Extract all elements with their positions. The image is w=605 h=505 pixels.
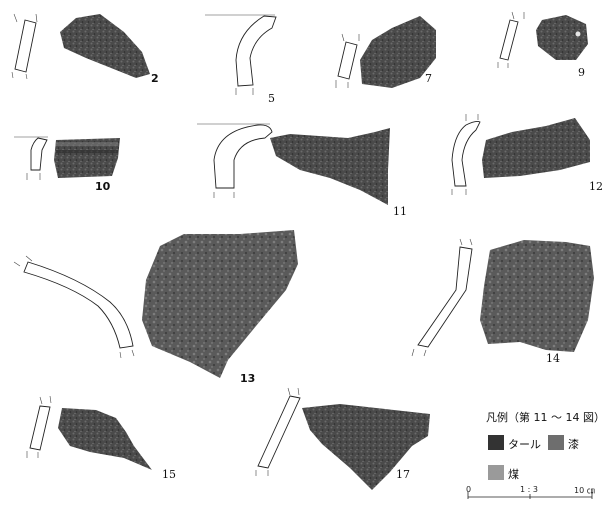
artifact-12: 12 bbox=[451, 114, 603, 195]
artifact-7: 7 bbox=[335, 16, 436, 88]
figure-label-10: 10 bbox=[95, 180, 111, 193]
legend-label-tar: タール bbox=[508, 438, 541, 451]
artifact-17: 17 bbox=[255, 387, 430, 490]
artifact-15: 15 bbox=[26, 395, 176, 481]
sherd-photo-7 bbox=[360, 16, 436, 88]
sherd-photo-13 bbox=[142, 230, 298, 378]
figure-label-13: 13 bbox=[240, 372, 255, 385]
profile-section-5 bbox=[235, 15, 277, 87]
sherd-photo-17 bbox=[302, 404, 430, 490]
figure-label-7: 7 bbox=[425, 72, 432, 85]
scale-bar bbox=[467, 492, 593, 499]
sherd-photo-14 bbox=[480, 240, 594, 352]
figure-label-11: 11 bbox=[393, 205, 407, 218]
artifact-10: 10 bbox=[14, 136, 120, 193]
artifact-13: 13 bbox=[13, 230, 298, 385]
sherd-photo-15 bbox=[58, 408, 152, 470]
profile-section-10 bbox=[30, 137, 48, 171]
profile-section-15 bbox=[29, 405, 51, 451]
legend-label-lacquer: 漆 bbox=[568, 438, 579, 451]
figure-label-12: 12 bbox=[589, 180, 603, 193]
artifact-14: 14 bbox=[411, 238, 594, 365]
artifact-9: 9 bbox=[497, 11, 588, 79]
artifact-5: 5 bbox=[205, 14, 277, 105]
scale-start: 0 bbox=[466, 485, 472, 494]
figure-label-9: 9 bbox=[578, 66, 585, 79]
sherd-photo-2 bbox=[60, 14, 150, 78]
figure-label-15: 15 bbox=[162, 468, 176, 481]
profile-section-7 bbox=[337, 41, 358, 80]
legend-label-soot: 煤 bbox=[508, 468, 519, 481]
legend: 凡例（第 11 〜 14 図） タール 漆 煤 0 1 : 3 10 ㎝ bbox=[462, 409, 605, 501]
profile-section-11 bbox=[213, 124, 273, 189]
profile-section-2 bbox=[14, 19, 37, 73]
profile-section-12 bbox=[451, 120, 481, 187]
sherd-photo-9 bbox=[536, 15, 588, 60]
figure-label-2: 2 bbox=[151, 72, 159, 85]
profile-section-17 bbox=[257, 395, 301, 469]
scale-ratio: 1 : 3 bbox=[520, 485, 538, 494]
figure-label-5: 5 bbox=[268, 92, 275, 105]
scale-end: 10 ㎝ bbox=[574, 486, 595, 495]
sherd-photo-10 bbox=[54, 138, 120, 178]
figure-label-17: 17 bbox=[396, 468, 410, 481]
sherd-photo-11 bbox=[270, 128, 390, 205]
legend-title: 凡例（第 11 〜 14 図） bbox=[486, 411, 605, 424]
artifact-2: 2 bbox=[11, 13, 159, 85]
legend-swatch-tar bbox=[488, 435, 504, 450]
profile-section-13 bbox=[23, 261, 134, 349]
legend-swatch-soot bbox=[488, 465, 504, 480]
artifact-11: 11 bbox=[197, 123, 407, 218]
figure-label-14: 14 bbox=[546, 352, 560, 365]
profile-section-14 bbox=[417, 246, 473, 348]
legend-swatch-lacquer bbox=[548, 435, 564, 450]
sherd-photo-12 bbox=[482, 118, 590, 178]
profile-section-9 bbox=[499, 19, 519, 61]
